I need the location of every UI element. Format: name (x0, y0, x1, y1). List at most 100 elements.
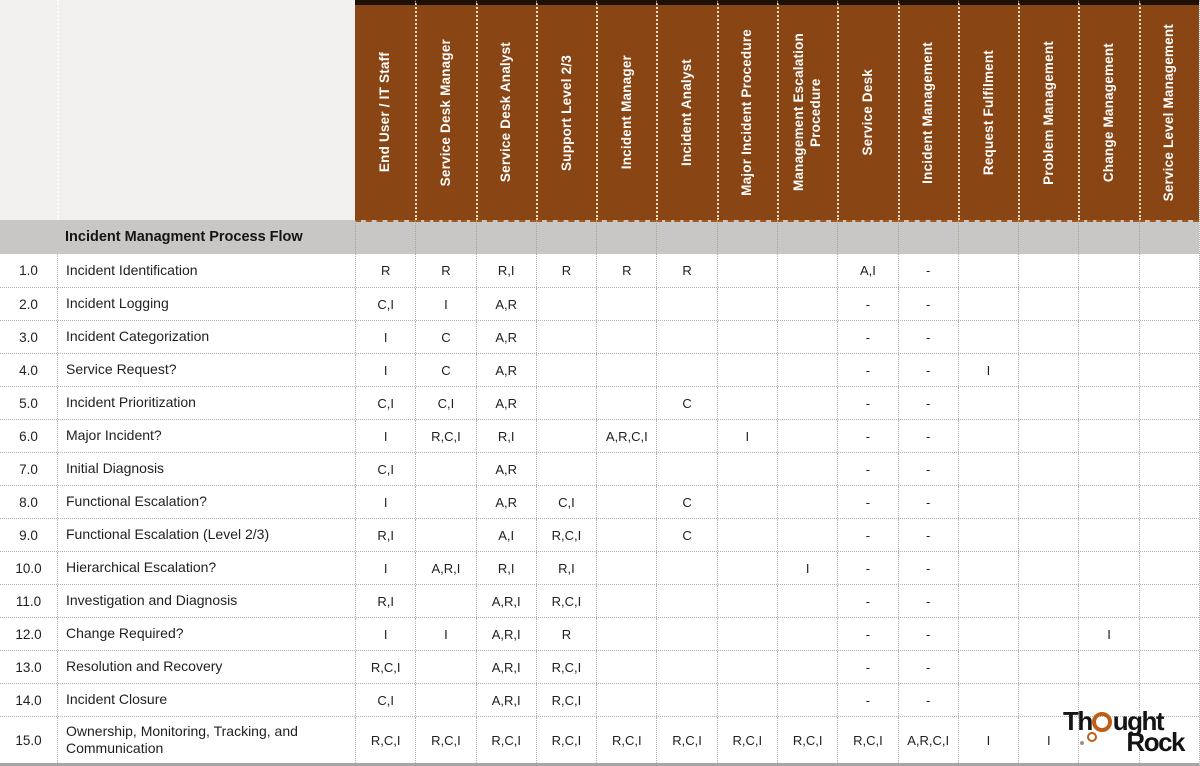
table-row: 4.0 Service Request? I C A,R - - I (0, 353, 1199, 386)
raci-cell (1138, 717, 1199, 763)
raci-cell (1018, 387, 1078, 419)
raci-cell: R,C,I (535, 717, 596, 763)
raci-cell: C,I (355, 453, 415, 485)
raci-cell (1078, 288, 1138, 320)
raci-cell (776, 486, 837, 518)
raci-cell (535, 420, 596, 452)
band-cell (475, 220, 536, 254)
role-column-label: Change Management (1101, 42, 1117, 183)
role-column-label: Support Level 2/3 (558, 54, 574, 171)
raci-cell: A,R,I (415, 552, 475, 584)
task-name-cell: Ownership, Monitoring, Tracking, and Com… (57, 717, 355, 763)
raci-cell: - (897, 651, 958, 683)
raci-cell: R,C,I (535, 519, 596, 551)
row-number-cell: 5.0 (19, 395, 38, 411)
raci-cell (716, 254, 777, 287)
raci-cell (596, 387, 656, 419)
task-name-cell: Incident Closure (57, 684, 355, 716)
task-name-cell: Functional Escalation? (57, 486, 355, 518)
role-column-header: Major Incident Procedure (716, 0, 777, 220)
raci-cell (1078, 453, 1138, 485)
raci-cell: - (897, 684, 958, 716)
raci-cell (1018, 519, 1078, 551)
raci-cell: I (415, 618, 475, 650)
table-row: 12.0 Change Required? I I A,R,I R - - I (0, 617, 1199, 650)
raci-cell: R,I (475, 420, 536, 452)
task-name-cell: Investigation and Diagnosis (57, 585, 355, 617)
raci-cell: R,C,I (355, 651, 415, 683)
role-column-header: Incident Analyst (656, 0, 717, 220)
role-column-label: Request Fulfilment (980, 49, 996, 176)
raci-cell: R (596, 254, 656, 287)
raci-cell: R,C,I (656, 717, 716, 763)
task-name-cell: Resolution and Recovery (57, 651, 355, 683)
raci-cell: - (837, 420, 897, 452)
raci-cell (776, 519, 837, 551)
raci-cell (957, 618, 1018, 650)
raci-cell: R,C,I (475, 717, 536, 763)
raci-cell (1138, 552, 1199, 584)
raci-cell (716, 519, 777, 551)
raci-cell: I (1018, 717, 1078, 763)
band-cell (1018, 220, 1079, 254)
role-column-header: Service Desk (837, 0, 898, 220)
role-column-label: Problem Management (1040, 40, 1056, 185)
raci-cell (776, 387, 837, 419)
thoughtrock-logo: Th ught Rock (1063, 708, 1186, 755)
raci-cell (656, 354, 716, 386)
row-number-cell: 2.0 (19, 296, 38, 312)
raci-cell: C (656, 486, 716, 518)
task-name-cell: Initial Diagnosis (57, 453, 355, 485)
raci-cell (776, 254, 837, 287)
role-column-label: End User / IT Staff (376, 52, 392, 173)
raci-cell (656, 651, 716, 683)
row-number-cell: 1.0 (19, 263, 38, 278)
raci-cell (1018, 321, 1078, 353)
row-number-cell: 12.0 (15, 626, 42, 642)
raci-cell (1138, 684, 1199, 716)
task-name-cell: Incident Logging (57, 288, 355, 320)
raci-cell (957, 420, 1018, 452)
raci-cell: I (355, 552, 415, 584)
raci-cell: I (1078, 618, 1138, 650)
raci-cell (415, 651, 475, 683)
raci-cell: A,I (475, 519, 536, 551)
row-number-cell: 8.0 (19, 494, 38, 510)
logo-bubble-icon (1087, 731, 1097, 742)
raci-cell (1138, 585, 1199, 617)
band-cell (1138, 220, 1199, 254)
raci-cell: C,I (415, 387, 475, 419)
raci-cell (1138, 486, 1199, 518)
raci-cell (776, 354, 837, 386)
raci-cell (1078, 585, 1138, 617)
band-title-cell: Incident Managment Process Flow (57, 220, 355, 254)
raci-cell (716, 684, 777, 716)
table-row: 13.0 Resolution and Recovery R,C,I A,R,I R,C… (0, 650, 1199, 683)
raci-cell (716, 288, 777, 320)
raci-cell: C (656, 387, 716, 419)
band-cell (596, 220, 657, 254)
raci-cell (1018, 254, 1078, 287)
header-corner-task (57, 0, 355, 220)
logo-o-icon (1092, 711, 1113, 732)
raci-cell (957, 651, 1018, 683)
raci-cell (1018, 288, 1078, 320)
raci-cell (957, 387, 1018, 419)
raci-cell (1138, 354, 1199, 386)
raci-cell: C,I (535, 486, 596, 518)
raci-cell: A,I (837, 254, 897, 287)
section-band: Incident Managment Process Flow (0, 220, 1199, 254)
role-column-label: Service Desk Manager (437, 38, 453, 187)
table-row: 8.0 Functional Escalation? I A,R C,I C - - (0, 485, 1199, 518)
raci-cell: C,I (355, 387, 415, 419)
band-number-cell (0, 220, 57, 254)
table-row: 1.0 Incident Identification R R R,I R R R A,I - (0, 254, 1199, 287)
raci-cell (1138, 651, 1199, 683)
task-name-cell: Major Incident? (57, 420, 355, 452)
band-cell (1078, 220, 1139, 254)
raci-cell (1018, 618, 1078, 650)
raci-cell (957, 321, 1018, 353)
raci-cell: - (897, 486, 958, 518)
raci-cell: R,I (355, 585, 415, 617)
